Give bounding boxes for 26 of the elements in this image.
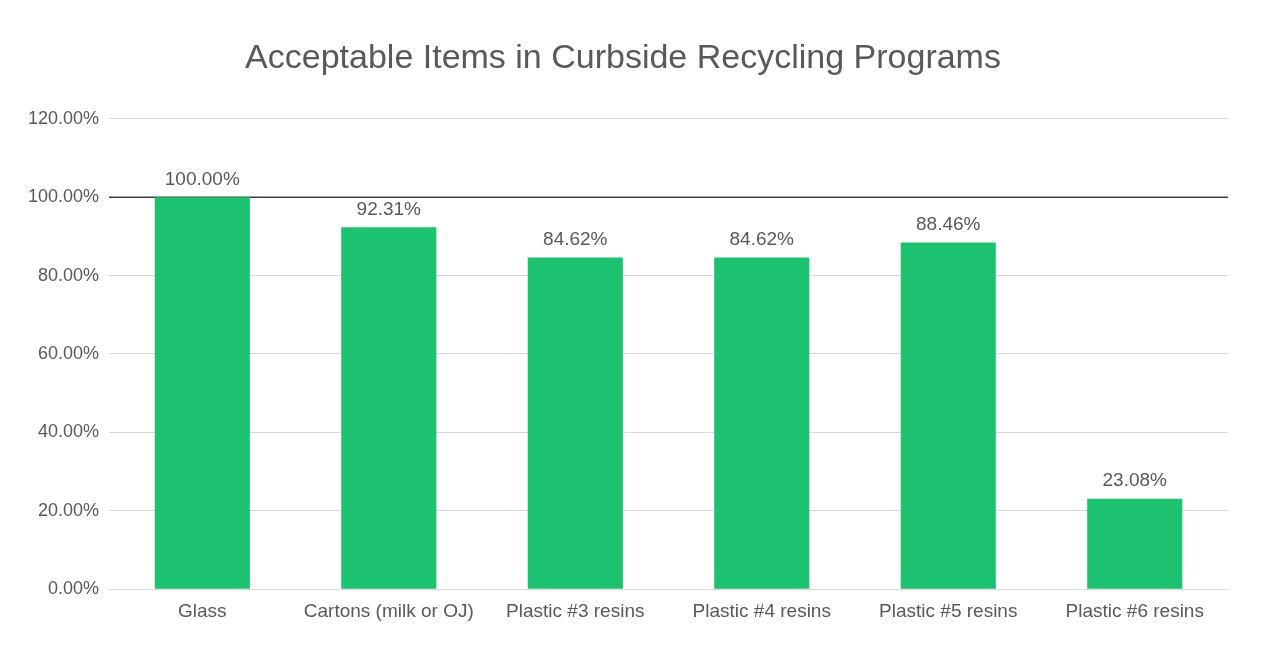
y-tick-label: 120.00%: [28, 107, 100, 128]
x-tick-label: Plastic #6 resins: [1065, 599, 1204, 621]
data-label: 23.08%: [1102, 469, 1168, 491]
y-tick-label: 60.00%: [38, 342, 100, 363]
y-tick-label: 20.00%: [38, 499, 100, 520]
bar: [900, 242, 996, 589]
data-label: 84.62%: [543, 228, 608, 250]
x-tick-label: Plastic #5 resins: [879, 599, 1018, 621]
x-tick-label: Cartons (milk or OJ): [303, 599, 474, 621]
bar: [154, 197, 250, 589]
data-label: 100.00%: [164, 167, 240, 189]
chart-title: Acceptable Items in Curbside Recycling Programs: [245, 36, 1001, 75]
data-label: 92.31%: [356, 198, 422, 220]
x-tick-label: Glass: [178, 599, 227, 621]
data-label: 88.46%: [916, 213, 981, 235]
bar: [341, 227, 437, 589]
x-tick-label: Plastic #4 resins: [692, 599, 831, 621]
bar: [1087, 498, 1183, 589]
y-tick-label: 40.00%: [38, 421, 100, 442]
y-tick-label: 0.00%: [48, 578, 100, 599]
bar: [714, 257, 810, 589]
x-tick-label: Plastic #3 resins: [506, 599, 645, 621]
y-tick-label: 80.00%: [38, 264, 100, 285]
y-tick-label: 100.00%: [28, 186, 100, 207]
data-label: 84.62%: [729, 228, 795, 250]
bar: [527, 257, 623, 589]
